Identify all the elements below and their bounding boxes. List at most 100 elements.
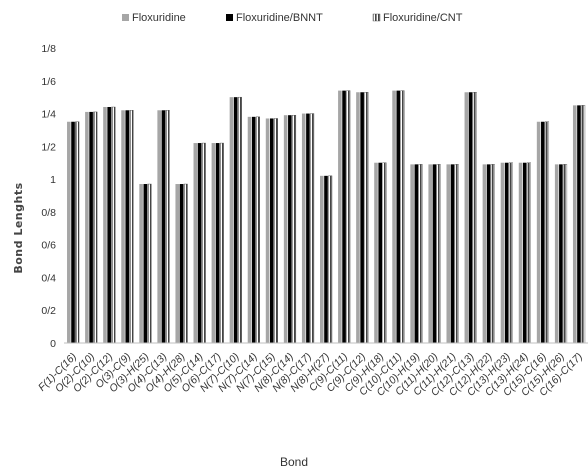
y-tick-label: 1 (50, 174, 56, 186)
bar-floxuridine-cnt-c-13-h-23 (508, 162, 513, 344)
bar-floxuridine-bnnt-o-3-c-9 (125, 110, 130, 344)
bar-group-c-13-h-23 (500, 162, 513, 344)
y-tick-label: 0/6 (41, 240, 56, 252)
bar-group-c-9-c-11 (338, 90, 351, 344)
bar-floxuridine-n-8-c-17 (301, 113, 306, 343)
bar-floxuridine-bnnt-n-7-c-14 (251, 116, 256, 343)
bar-group-o-4-c-13 (157, 110, 170, 344)
y-tick-label: 0/8 (41, 207, 56, 219)
bar-group-c-15-h-26 (554, 164, 568, 344)
bar-floxuridine-cnt-c-9-c-12 (364, 92, 369, 344)
legend-entry-floxuridine: Floxuridine (122, 12, 186, 24)
bar-floxuridine-n-7-c-10 (229, 97, 234, 344)
bar-floxuridine-c-13-h-23 (500, 162, 505, 343)
bar-floxuridine-bnnt-c-9-c-11 (342, 90, 346, 343)
bar-floxuridine-c-9-h-18 (374, 162, 378, 343)
bar-floxuridine-c-15-c-16 (536, 121, 541, 343)
bar-floxuridine-bnnt-c-16-c-17 (577, 105, 581, 343)
legend-entry-floxuridine-cnt: Floxuridine/CNT (372, 12, 463, 24)
y-axis: 0 0/2 0/4 0/6 0/8 1 1/2 1/4 1/6 1/8 (41, 43, 56, 350)
bar-floxuridine-bnnt-c-9-c-12 (360, 92, 364, 343)
bar-floxuridine-cnt-o-3-h-25 (147, 183, 152, 344)
bar-floxuridine-bnnt-c-13-h-23 (504, 162, 509, 343)
bars (67, 90, 586, 344)
bar-floxuridine-cnt-n-8-c-17 (310, 113, 315, 344)
bar-floxuridine-bnnt-c-15-h-26 (559, 164, 563, 343)
y-tick-label: 1/6 (41, 76, 56, 88)
bar-group-n-7-c-10 (229, 96, 242, 344)
bar-floxuridine-c-9-c-12 (356, 92, 360, 343)
bar-floxuridine-o-6-c-17 (211, 143, 216, 343)
bar-floxuridine-cnt-o-2-c-12 (111, 106, 116, 344)
bar-floxuridine-c-11-h-21 (446, 164, 451, 343)
bar-group-n-8-h-27 (320, 175, 333, 344)
bar-floxuridine-bnnt-o-5-c-14 (197, 143, 202, 343)
bar-group-c-13-h-24 (518, 162, 531, 344)
bar-floxuridine-cnt-o-4-c-13 (165, 110, 170, 344)
bar-group-o-4-h-28 (175, 183, 188, 344)
bar-group-o-3-c-9 (121, 110, 134, 344)
bar-floxuridine-f-1-c-16 (67, 121, 71, 343)
bar-floxuridine-cnt-c-13-h-24 (526, 162, 531, 344)
bar-floxuridine-cnt-o-2-c-10 (93, 111, 98, 344)
bar-floxuridine-cnt-c-11-h-20 (436, 164, 441, 344)
bar-group-c-11-h-20 (428, 164, 441, 344)
bar-group-o-5-c-14 (193, 142, 206, 344)
bar-group-c-9-c-12 (356, 92, 369, 344)
bar-floxuridine-c-9-c-11 (338, 90, 342, 343)
bar-floxuridine-cnt-n-8-h-27 (328, 175, 333, 344)
bar-floxuridine-bnnt-n-8-c-14 (288, 115, 292, 343)
bar-floxuridine-bnnt-c-10-c-11 (396, 90, 401, 343)
bar-floxuridine-c-16-c-17 (572, 105, 577, 343)
bar-floxuridine-o-2-c-10 (85, 111, 89, 344)
bar-floxuridine-bnnt-c-11-h-21 (450, 164, 455, 343)
y-tick-label: 1/8 (41, 43, 56, 55)
bar-floxuridine-o-4-c-13 (157, 110, 161, 344)
bar-group-o-6-c-17 (211, 142, 224, 344)
y-tick-label: 1/2 (41, 141, 56, 153)
bar-group-c-12-h-22 (482, 164, 495, 344)
legend-swatch (122, 14, 129, 21)
bar-group-c-11-h-21 (446, 164, 459, 344)
y-axis-title: Bond Lenghts (12, 182, 25, 273)
bar-floxuridine-cnt-c-12-c-13 (472, 92, 477, 344)
y-tick-label: 1/4 (41, 109, 56, 121)
bar-floxuridine-n-7-c-15 (265, 118, 270, 343)
legend: Floxuridine Floxuridine/BNNT Floxuridine/C… (122, 12, 463, 24)
bar-group-n-8-c-14 (283, 114, 297, 344)
bar-group-o-2-c-10 (85, 111, 98, 344)
bar-floxuridine-cnt-n-7-c-10 (237, 96, 242, 344)
bar-group-o-2-c-12 (103, 106, 116, 344)
bar-group-c-10-c-11 (392, 90, 405, 344)
bar-floxuridine-c-12-h-22 (482, 164, 487, 343)
bar-group-c-9-h-18 (374, 162, 387, 344)
bar-floxuridine-o-2-c-12 (103, 107, 107, 343)
bar-floxuridine-n-8-c-14 (283, 115, 288, 343)
legend-swatch (226, 14, 233, 21)
bar-floxuridine-bnnt-o-4-c-13 (161, 110, 166, 344)
bar-floxuridine-c-15-h-26 (554, 164, 559, 343)
legend-label: Floxuridine/CNT (383, 12, 463, 24)
bar-floxuridine-cnt-c-15-h-26 (563, 164, 568, 344)
bar-floxuridine-o-5-c-14 (193, 143, 198, 343)
bar-group-f-1-c-16 (67, 121, 80, 344)
bar-floxuridine-cnt-c-15-c-16 (545, 121, 550, 344)
legend-entry-floxuridine-bnnt: Floxuridine/BNNT (226, 12, 323, 24)
bar-floxuridine-cnt-c-11-h-21 (454, 164, 459, 344)
bar-floxuridine-c-12-c-13 (464, 92, 469, 343)
bar-floxuridine-o-4-h-28 (175, 184, 180, 343)
bar-floxuridine-cnt-o-6-c-17 (219, 142, 224, 344)
bar-floxuridine-cnt-c-9-c-11 (346, 90, 351, 344)
bar-floxuridine-bnnt-n-8-c-17 (306, 113, 310, 343)
bar-group-c-15-c-16 (536, 121, 550, 344)
bar-group-c-10-h-19 (410, 164, 423, 344)
legend-label: Floxuridine/BNNT (236, 12, 323, 24)
bar-floxuridine-bnnt-c-11-h-20 (432, 164, 437, 343)
bar-group-n-7-c-14 (247, 116, 260, 344)
bar-floxuridine-c-10-h-19 (410, 164, 414, 343)
bar-floxuridine-bnnt-n-7-c-10 (233, 97, 238, 344)
bar-floxuridine-cnt-n-7-c-15 (273, 118, 278, 344)
bar-floxuridine-cnt-c-16-c-17 (581, 105, 586, 344)
bar-floxuridine-bnnt-c-9-h-18 (378, 162, 383, 343)
